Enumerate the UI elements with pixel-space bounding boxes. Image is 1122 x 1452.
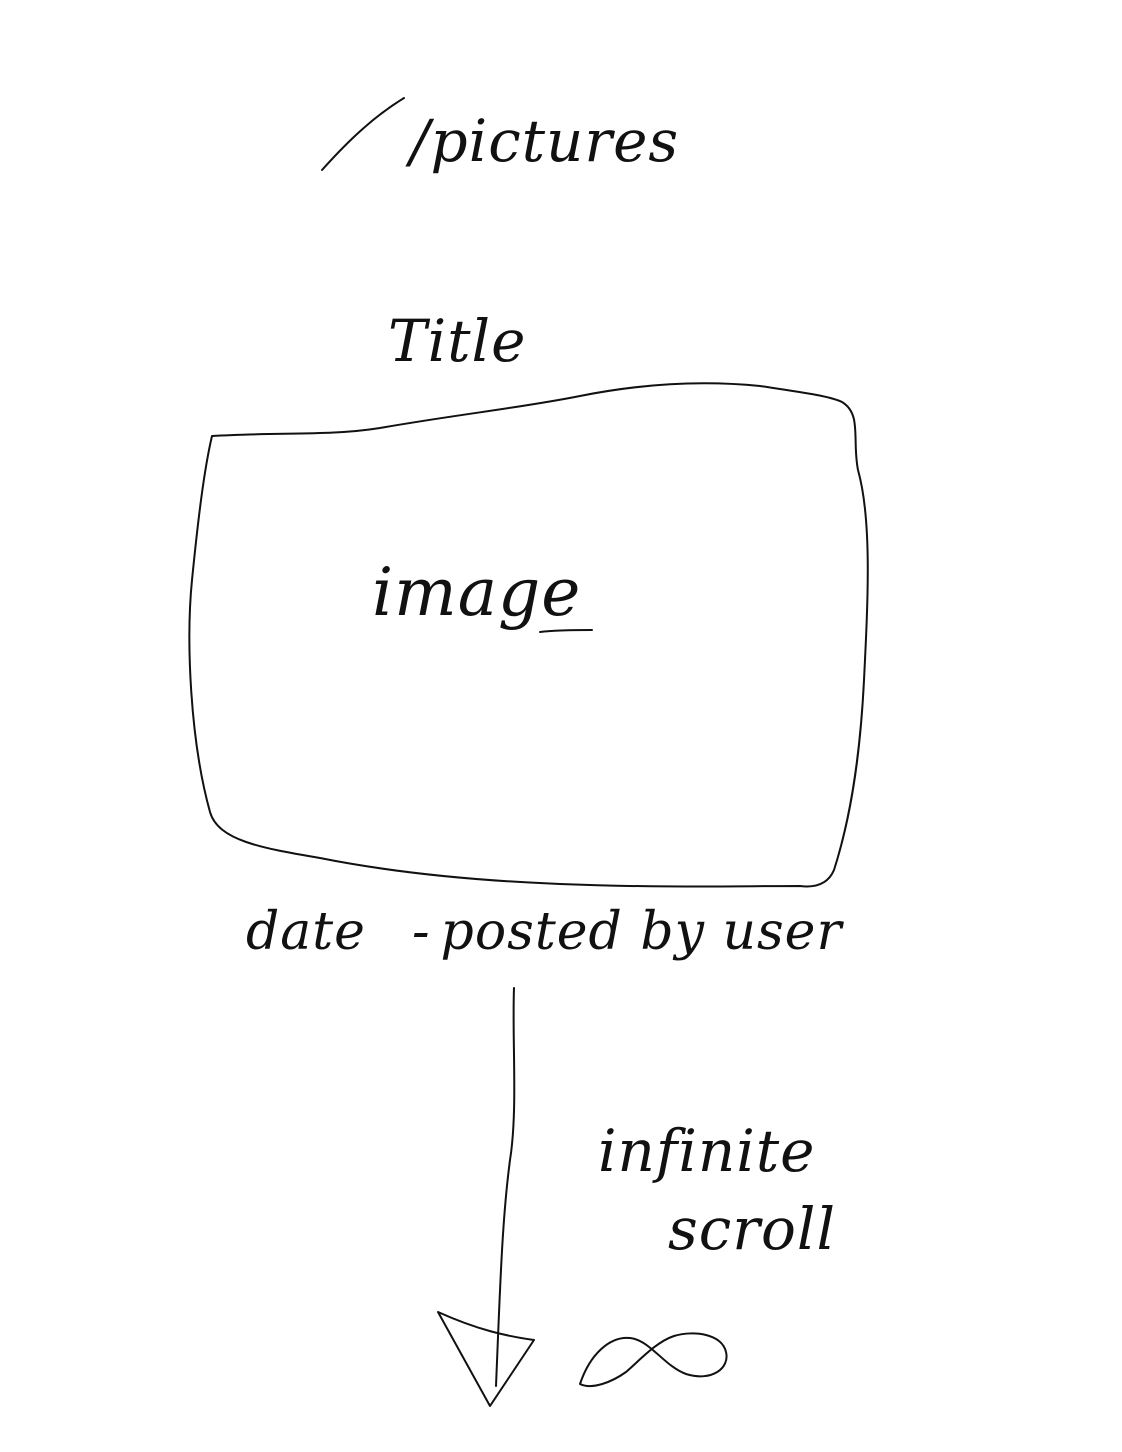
post-title: Title [388, 307, 527, 375]
meta-separator: - [411, 902, 431, 962]
post-date: date [246, 902, 366, 962]
infinity-icon [579, 1332, 728, 1388]
post-meta: date - posted by user [246, 906, 842, 958]
route-slash [321, 97, 405, 171]
scroll-label-line1: infinite [598, 1117, 816, 1185]
image-placeholder-box[interactable] [188, 382, 869, 888]
image-label-underline [539, 629, 593, 633]
arrow-down-icon [437, 1311, 535, 1407]
post-byline[interactable]: posted by user [440, 902, 843, 962]
route-label: /pictures [410, 107, 680, 175]
image-placeholder-label: image [372, 554, 582, 631]
scroll-label-line2: scroll [668, 1195, 836, 1264]
scroll-line [495, 987, 516, 1387]
infinite-scroll-label: infinite scroll [598, 1112, 836, 1269]
